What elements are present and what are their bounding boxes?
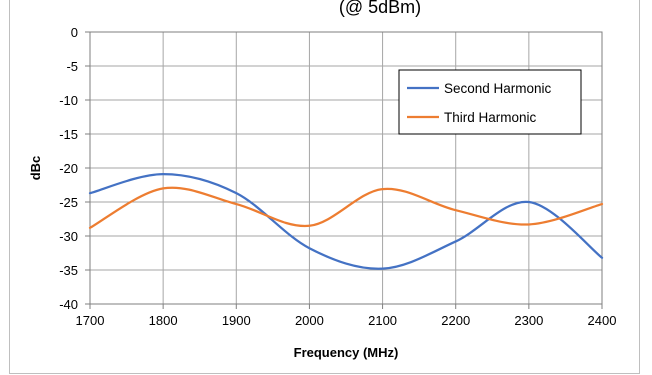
legend-box [398, 69, 582, 135]
legend-label-second-harmonic: Second Harmonic [444, 81, 552, 96]
y-tick-label: -20 [59, 161, 78, 176]
x-tick-label: 2200 [441, 313, 470, 328]
second-harmonic-line [88, 172, 604, 270]
y-tick-label: -30 [59, 229, 78, 244]
y-axis-title: dBc [28, 156, 43, 181]
y-tick-label: -40 [59, 297, 78, 312]
x-tick-label: 1800 [149, 313, 178, 328]
axes: 1700 1800 1900 2000 2100 2200 2300 2400 0 -5 -10 -1… [59, 25, 616, 328]
x-tick-label: 1900 [222, 313, 251, 328]
plot-border [89, 31, 603, 305]
chart-title: (@ 5dBm) [339, 0, 421, 17]
x-tick-label: 2400 [588, 313, 617, 328]
y-tick-label: -35 [59, 263, 78, 278]
y-tick-label: -25 [59, 195, 78, 210]
y-tick-label: 0 [71, 25, 78, 40]
legend: Second Harmonic Third Harmonic [398, 69, 582, 135]
x-tick-label: 1700 [76, 313, 105, 328]
x-tick-label: 2100 [368, 313, 397, 328]
y-tick-label: -10 [59, 93, 78, 108]
third-harmonic-line [88, 186, 604, 229]
x-axis-title: Frequency (MHz) [294, 345, 399, 360]
y-tick-label: -5 [66, 59, 78, 74]
series-lines [88, 172, 604, 270]
chart-area [9, 0, 640, 374]
x-tick-label: 2000 [295, 313, 324, 328]
y-tick-label: -15 [59, 127, 78, 142]
x-tick-label: 2300 [514, 313, 543, 328]
legend-label-third-harmonic: Third Harmonic [444, 110, 537, 125]
